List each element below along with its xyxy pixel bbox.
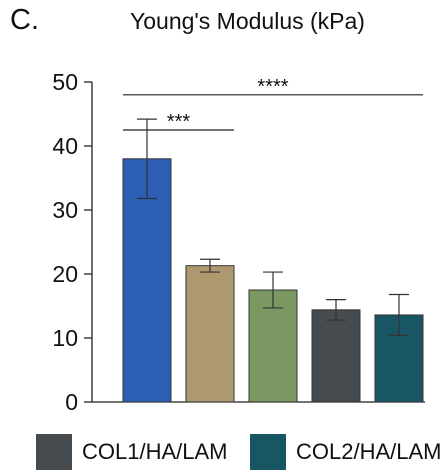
chart-title: Young's Modulus (kPa) [130, 8, 365, 34]
y-tick-label: 40 [52, 133, 78, 159]
legend-swatch [250, 434, 286, 470]
legend-label: COL2/HA/LAM [296, 439, 442, 464]
y-tick-label: 30 [52, 197, 78, 223]
bar [122, 158, 172, 403]
panel-label: C. [10, 4, 39, 36]
legend-entry-col2: COL2/HA/LAM [250, 432, 442, 472]
legend-label: COL1/HA/LAM [82, 439, 228, 464]
significance-label: **** [257, 76, 288, 98]
y-tick-label: 0 [65, 389, 78, 415]
y-tick-label: 50 [52, 69, 78, 95]
bar [311, 309, 361, 403]
bar [248, 289, 298, 403]
legend-entry-col1: COL1/HA/LAM [36, 432, 228, 472]
legend-swatch [36, 434, 72, 470]
bar [374, 314, 424, 403]
y-tick-label: 10 [52, 325, 78, 351]
bar [185, 265, 235, 403]
significance-label: *** [167, 111, 191, 133]
y-tick-label: 20 [52, 261, 78, 287]
